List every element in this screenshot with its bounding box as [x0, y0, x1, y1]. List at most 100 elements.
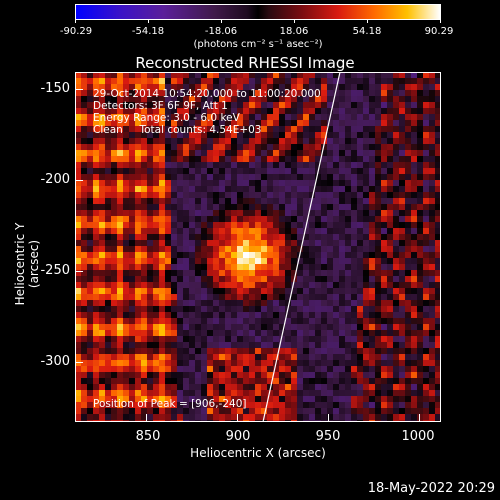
image-pixel	[291, 312, 298, 319]
image-pixel	[327, 150, 334, 157]
image-pixel	[207, 312, 214, 319]
image-pixel	[159, 120, 166, 127]
image-pixel	[291, 342, 298, 349]
image-pixel	[153, 72, 160, 79]
image-pixel	[135, 174, 142, 181]
image-pixel	[111, 378, 118, 385]
image-pixel	[207, 318, 214, 325]
image-pixel	[249, 186, 256, 193]
image-pixel	[345, 342, 352, 349]
image-pixel	[75, 402, 82, 409]
image-pixel	[87, 342, 94, 349]
image-pixel	[303, 354, 310, 361]
image-pixel	[201, 402, 208, 409]
image-pixel	[213, 72, 220, 79]
image-pixel	[345, 282, 352, 289]
image-pixel	[405, 186, 412, 193]
image-pixel	[321, 216, 328, 223]
image-pixel	[369, 354, 376, 361]
image-pixel	[225, 132, 232, 139]
image-pixel	[129, 258, 136, 265]
image-pixel	[135, 96, 142, 103]
image-pixel	[117, 114, 124, 121]
image-pixel	[363, 366, 370, 373]
image-pixel	[333, 390, 340, 397]
image-pixel	[231, 72, 238, 79]
image-pixel	[435, 240, 441, 247]
image-pixel	[429, 276, 436, 283]
image-pixel	[201, 114, 208, 121]
image-pixel	[201, 192, 208, 199]
image-pixel	[99, 72, 106, 79]
image-pixel	[303, 132, 310, 139]
image-pixel	[141, 366, 148, 373]
image-pixel	[285, 204, 292, 211]
image-pixel	[405, 156, 412, 163]
image-pixel	[171, 174, 178, 181]
image-pixel	[345, 420, 352, 422]
image-pixel	[393, 276, 400, 283]
image-pixel	[225, 294, 232, 301]
image-pixel	[285, 318, 292, 325]
image-pixel	[321, 270, 328, 277]
image-pixel	[225, 276, 232, 283]
image-pixel	[249, 318, 256, 325]
image-pixel	[267, 174, 274, 181]
image-pixel	[387, 366, 394, 373]
image-pixel	[183, 408, 190, 415]
image-pixel	[363, 210, 370, 217]
image-pixel	[423, 192, 430, 199]
image-pixel	[105, 366, 112, 373]
image-pixel	[363, 234, 370, 241]
image-pixel	[93, 354, 100, 361]
image-pixel	[93, 318, 100, 325]
image-pixel	[255, 348, 262, 355]
image-pixel	[297, 216, 304, 223]
image-pixel	[327, 222, 334, 229]
image-pixel	[417, 78, 424, 85]
image-pixel	[99, 300, 106, 307]
image-pixel	[291, 324, 298, 331]
image-pixel	[117, 192, 124, 199]
image-pixel	[135, 390, 142, 397]
image-pixel	[117, 240, 124, 247]
image-pixel	[273, 366, 280, 373]
image-pixel	[159, 156, 166, 163]
image-pixel	[291, 84, 298, 91]
image-pixel	[111, 282, 118, 289]
image-pixel	[327, 228, 334, 235]
image-pixel	[333, 354, 340, 361]
image-pixel	[75, 120, 82, 127]
image-pixel	[321, 282, 328, 289]
image-pixel	[369, 408, 376, 415]
image-pixel	[351, 360, 358, 367]
image-pixel	[159, 264, 166, 271]
image-pixel	[243, 396, 250, 403]
image-pixel	[243, 126, 250, 133]
image-pixel	[249, 228, 256, 235]
image-pixel	[135, 108, 142, 115]
image-pixel	[351, 96, 358, 103]
image-pixel	[381, 90, 388, 97]
image-pixel	[285, 90, 292, 97]
image-pixel	[87, 420, 94, 422]
image-pixel	[303, 186, 310, 193]
image-pixel	[165, 414, 172, 421]
image-pixel	[279, 240, 286, 247]
image-pixel	[201, 138, 208, 145]
image-pixel	[309, 408, 316, 415]
image-pixel	[333, 342, 340, 349]
image-pixel	[315, 372, 322, 379]
image-pixel	[123, 114, 130, 121]
image-pixel	[243, 282, 250, 289]
image-pixel	[321, 264, 328, 271]
image-pixel	[411, 402, 418, 409]
image-pixel	[81, 354, 88, 361]
image-pixel	[423, 84, 430, 91]
image-pixel	[201, 420, 208, 422]
image-pixel	[189, 396, 196, 403]
image-pixel	[399, 258, 406, 265]
image-pixel	[405, 198, 412, 205]
image-pixel	[243, 252, 250, 259]
image-pixel	[393, 84, 400, 91]
